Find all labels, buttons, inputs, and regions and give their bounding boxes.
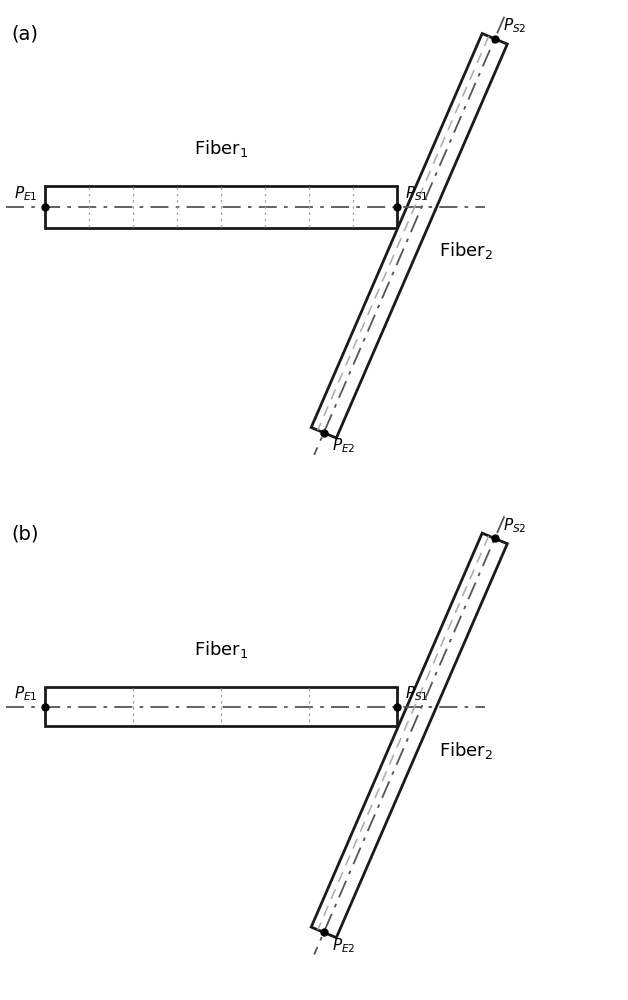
Text: $P_{E1}$: $P_{E1}$ bbox=[14, 184, 38, 203]
Text: $P_{S1}$: $P_{S1}$ bbox=[405, 184, 428, 203]
Bar bbox=[45, 687, 397, 726]
Text: $P_{E2}$: $P_{E2}$ bbox=[332, 437, 355, 455]
Text: (a): (a) bbox=[11, 24, 38, 43]
Text: $P_{S2}$: $P_{S2}$ bbox=[502, 516, 526, 535]
Polygon shape bbox=[311, 533, 507, 938]
Text: Fiber$_1$: Fiber$_1$ bbox=[194, 138, 248, 159]
Bar bbox=[45, 186, 397, 228]
Text: Fiber$_1$: Fiber$_1$ bbox=[194, 639, 248, 660]
Text: $P_{E1}$: $P_{E1}$ bbox=[14, 684, 38, 703]
Polygon shape bbox=[311, 34, 507, 438]
Text: $P_{E2}$: $P_{E2}$ bbox=[332, 936, 355, 955]
Text: Fiber$_2$: Fiber$_2$ bbox=[440, 740, 494, 761]
Text: (b): (b) bbox=[11, 524, 39, 543]
Text: $P_{S2}$: $P_{S2}$ bbox=[502, 16, 526, 35]
Text: Fiber$_2$: Fiber$_2$ bbox=[440, 240, 494, 261]
Text: $P_{S1}$: $P_{S1}$ bbox=[405, 684, 428, 703]
